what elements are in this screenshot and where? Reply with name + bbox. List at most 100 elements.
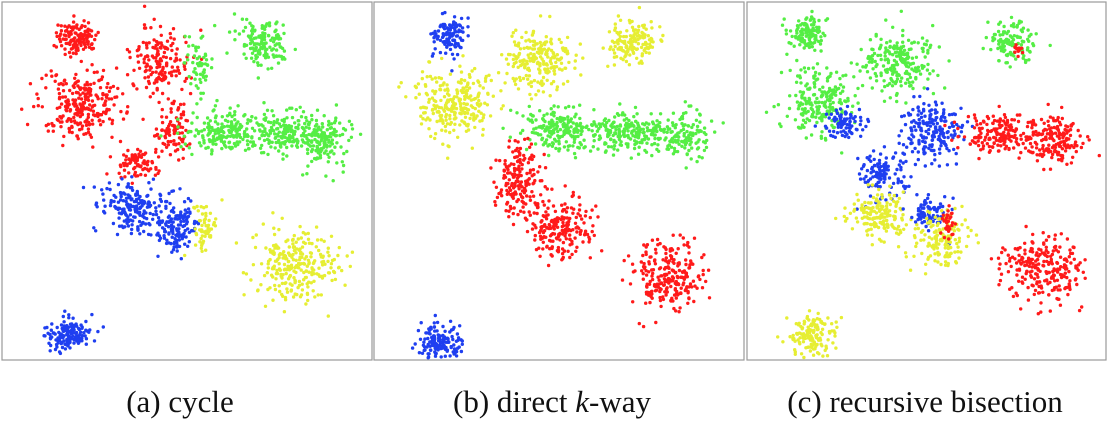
scatter-dot <box>247 147 251 151</box>
scatter-dot <box>649 294 653 299</box>
scatter-dot <box>292 269 296 273</box>
scatter-dot <box>138 213 142 217</box>
scatter-dot <box>629 45 634 49</box>
scatter-dot <box>565 35 570 40</box>
scatter-dot <box>285 116 289 120</box>
scatter-dot <box>520 162 524 167</box>
scatter-dot <box>182 61 186 65</box>
scatter-dot <box>171 248 176 252</box>
scatter-dot <box>521 114 525 118</box>
scatter-dot <box>928 45 932 50</box>
scatter-dot <box>330 278 334 283</box>
scatter-dot <box>544 40 549 44</box>
scatter-dot <box>203 234 207 238</box>
scatter-dot <box>192 206 197 210</box>
scatter-dot <box>67 50 72 55</box>
scatter-dot <box>644 301 648 305</box>
scatter-dot <box>322 114 326 118</box>
scatter-dot <box>274 28 278 32</box>
scatter-dot <box>522 58 526 62</box>
scatter-dot <box>823 105 828 109</box>
scatter-dot <box>267 21 272 25</box>
scatter-dot <box>686 124 691 128</box>
scatter-dot <box>94 203 98 207</box>
scatter-dot <box>198 77 202 82</box>
scatter-dot <box>473 125 477 130</box>
scatter-dot <box>435 320 440 325</box>
scatter-dot <box>568 233 572 237</box>
scatter-dot <box>654 251 658 255</box>
scatter-dot <box>78 332 82 337</box>
scatter-dot <box>199 236 203 241</box>
scatter-dot <box>615 30 619 35</box>
scatter-dot <box>117 224 122 228</box>
scatter-dot <box>306 298 310 303</box>
scatter-dot <box>116 182 121 187</box>
scatter-dot <box>233 38 237 42</box>
scatter-dot <box>274 135 278 140</box>
scatter-dot <box>804 22 808 26</box>
scatter-dot <box>789 41 793 46</box>
scatter-dot <box>190 121 194 125</box>
scatter-dot <box>173 217 178 221</box>
scatter-dot <box>307 132 311 137</box>
scatter-dot <box>327 155 331 159</box>
scatter-dot <box>560 46 565 50</box>
scatter-dot <box>537 246 541 250</box>
scatter-dot <box>196 222 201 226</box>
scatter-dot <box>663 246 667 250</box>
scatter-dot <box>76 46 80 50</box>
scatter-dot <box>840 151 844 155</box>
scatter-dot <box>266 67 270 71</box>
scatter-dot <box>152 81 157 85</box>
scatter-dot <box>547 143 552 147</box>
scatter-dot <box>687 296 691 301</box>
scatter-dot <box>89 42 94 47</box>
scatter-dot <box>444 51 448 55</box>
scatter-dot <box>292 233 296 238</box>
scatter-dot <box>449 42 454 47</box>
scatter-dot <box>541 247 545 251</box>
scatter-dot <box>181 224 185 229</box>
scatter-dot <box>920 63 924 68</box>
scatter-dot <box>105 172 109 176</box>
scatter-dot <box>617 132 622 136</box>
scatter-dot <box>573 115 577 119</box>
scatter-dot <box>425 75 429 79</box>
scatter-dot <box>142 159 146 163</box>
scatter-dot <box>903 57 908 62</box>
scatter-dot <box>650 45 655 49</box>
scatter-dot <box>695 286 699 290</box>
scatter-dot <box>252 129 257 133</box>
scatter-dot <box>802 39 806 43</box>
scatter-dot <box>815 96 819 101</box>
scatter-dot <box>625 29 629 33</box>
scatter-dot <box>109 97 114 101</box>
scatter-dot <box>1012 34 1016 38</box>
scatter-dot <box>183 79 187 84</box>
scatter-dot <box>420 76 424 81</box>
scatter-dot <box>473 66 477 71</box>
scatter-dot <box>311 131 315 135</box>
scatter-dot <box>454 339 459 343</box>
scatter-dot <box>655 237 660 242</box>
scatter-dot <box>242 293 246 297</box>
scatter-dot <box>194 128 199 132</box>
scatter-dot <box>668 254 673 258</box>
scatter-dot <box>694 141 698 145</box>
scatter-dot <box>549 48 554 53</box>
scatter-dot <box>298 105 302 110</box>
scatter-dot <box>149 187 153 191</box>
scatter-dot <box>1013 50 1017 54</box>
scatter-dot <box>75 134 79 138</box>
scatter-dot <box>1017 35 1021 39</box>
scatter-dot <box>702 126 707 130</box>
scatter-dot <box>171 27 176 31</box>
scatter-dot <box>87 86 92 91</box>
scatter-dot <box>162 45 167 49</box>
scatter-dot <box>559 56 564 60</box>
scatter-dot <box>449 345 453 350</box>
scatter-dot <box>540 57 544 61</box>
scatter-dot <box>65 342 69 346</box>
scatter-dot <box>76 137 80 141</box>
